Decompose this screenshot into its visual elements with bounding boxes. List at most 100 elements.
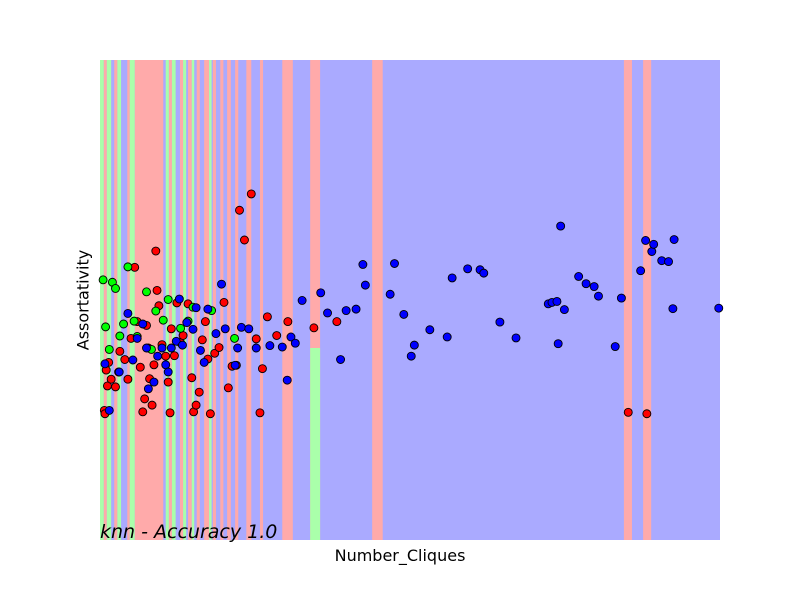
blue-data-point (714, 303, 724, 313)
red-data-point (262, 312, 272, 322)
blue-data-point (166, 343, 176, 353)
blue-data-point (138, 319, 148, 329)
red-data-point (240, 235, 249, 245)
red-region-band (127, 60, 130, 540)
blue-data-point (574, 272, 584, 281)
plot-background (100, 60, 720, 540)
red-data-point (251, 334, 261, 344)
red-data-point (197, 335, 207, 345)
blue-data-point (406, 351, 416, 361)
blue-data-point (286, 332, 296, 342)
blue-data-point (390, 259, 399, 268)
blue-data-point (552, 296, 562, 306)
red-region-band (114, 60, 118, 540)
red-region-band (103, 60, 107, 540)
red-data-point (200, 317, 210, 327)
blue-data-point (664, 257, 673, 267)
blue-data-point (316, 288, 326, 298)
red-region-band (227, 60, 231, 540)
green-region-band (191, 60, 195, 540)
blue-data-point (244, 324, 254, 334)
red-data-point (223, 383, 233, 393)
blue-data-point (282, 375, 292, 385)
blue-data-point (233, 343, 243, 353)
red-data-point (123, 374, 133, 384)
green-region-band (106, 60, 112, 540)
red-data-point (115, 346, 125, 356)
blue-data-point (581, 279, 591, 289)
red-data-point (205, 409, 215, 419)
blue-data-point (163, 367, 173, 377)
blue-data-point (589, 282, 599, 292)
blue-data-point (511, 333, 521, 343)
red-data-point (151, 246, 161, 256)
blue-data-point (610, 342, 620, 352)
red-region-band (282, 60, 293, 540)
blue-data-point (220, 324, 230, 334)
green-data-point (142, 287, 151, 297)
blue-data-point (143, 384, 153, 394)
blue-data-point (149, 377, 159, 387)
blue-data-point (616, 293, 626, 303)
blue-data-point (132, 333, 142, 343)
x-axis-label: Number_Cliques (334, 546, 466, 565)
green-data-point (115, 331, 125, 341)
blue-data-point (297, 296, 307, 305)
green-region-band (209, 60, 212, 540)
red-data-point (111, 382, 120, 392)
red-data-point (161, 351, 171, 361)
red-data-point (272, 331, 282, 340)
blue-data-point (323, 308, 332, 318)
green-data-point (176, 323, 186, 333)
green-region-band (129, 60, 135, 540)
red-region-band (235, 60, 239, 540)
blue-data-point (230, 360, 240, 370)
red-data-point (255, 408, 265, 418)
green-data-point (104, 344, 114, 354)
blue-data-point (669, 235, 679, 244)
green-data-point (163, 295, 173, 304)
blue-data-point (495, 317, 505, 327)
blue-data-point (174, 294, 184, 304)
blue-data-point (649, 239, 659, 249)
blue-data-point (463, 264, 473, 274)
blue-data-point (336, 355, 346, 364)
blue-data-point (128, 355, 138, 365)
red-data-point (194, 387, 204, 397)
blue-data-point (104, 405, 114, 415)
red-region-band (643, 60, 652, 540)
green-data-point (98, 275, 108, 285)
blue-data-point (341, 306, 351, 316)
blue-data-point (114, 367, 124, 377)
blue-data-point (636, 266, 646, 276)
green-data-point (111, 284, 120, 293)
red-region-band (204, 60, 210, 540)
green-region-band (310, 348, 321, 540)
blue-data-point (641, 236, 651, 245)
blue-data-point (479, 268, 489, 278)
red-data-point (163, 377, 173, 387)
blue-data-point (385, 289, 395, 299)
red-region-band (196, 60, 200, 540)
red-data-point (138, 407, 148, 417)
blue-data-point (553, 339, 563, 349)
red-region-band (259, 60, 264, 540)
chart-title: knn - Accuracy 1.0 (100, 521, 278, 543)
blue-data-point (647, 247, 657, 256)
blue-data-point (559, 305, 569, 315)
blue-data-point (191, 303, 201, 313)
red-region-band (134, 60, 164, 540)
red-data-point (169, 351, 179, 361)
blue-data-point (358, 260, 368, 269)
red-region-band (623, 60, 632, 540)
red-data-point (642, 409, 652, 419)
blue-data-point (195, 345, 205, 355)
red-data-point (257, 364, 267, 374)
green-region-band (183, 60, 187, 540)
red-data-point (214, 343, 224, 352)
scatter-points (98, 189, 724, 419)
green-region-band (117, 60, 122, 540)
red-region-band (310, 60, 321, 540)
